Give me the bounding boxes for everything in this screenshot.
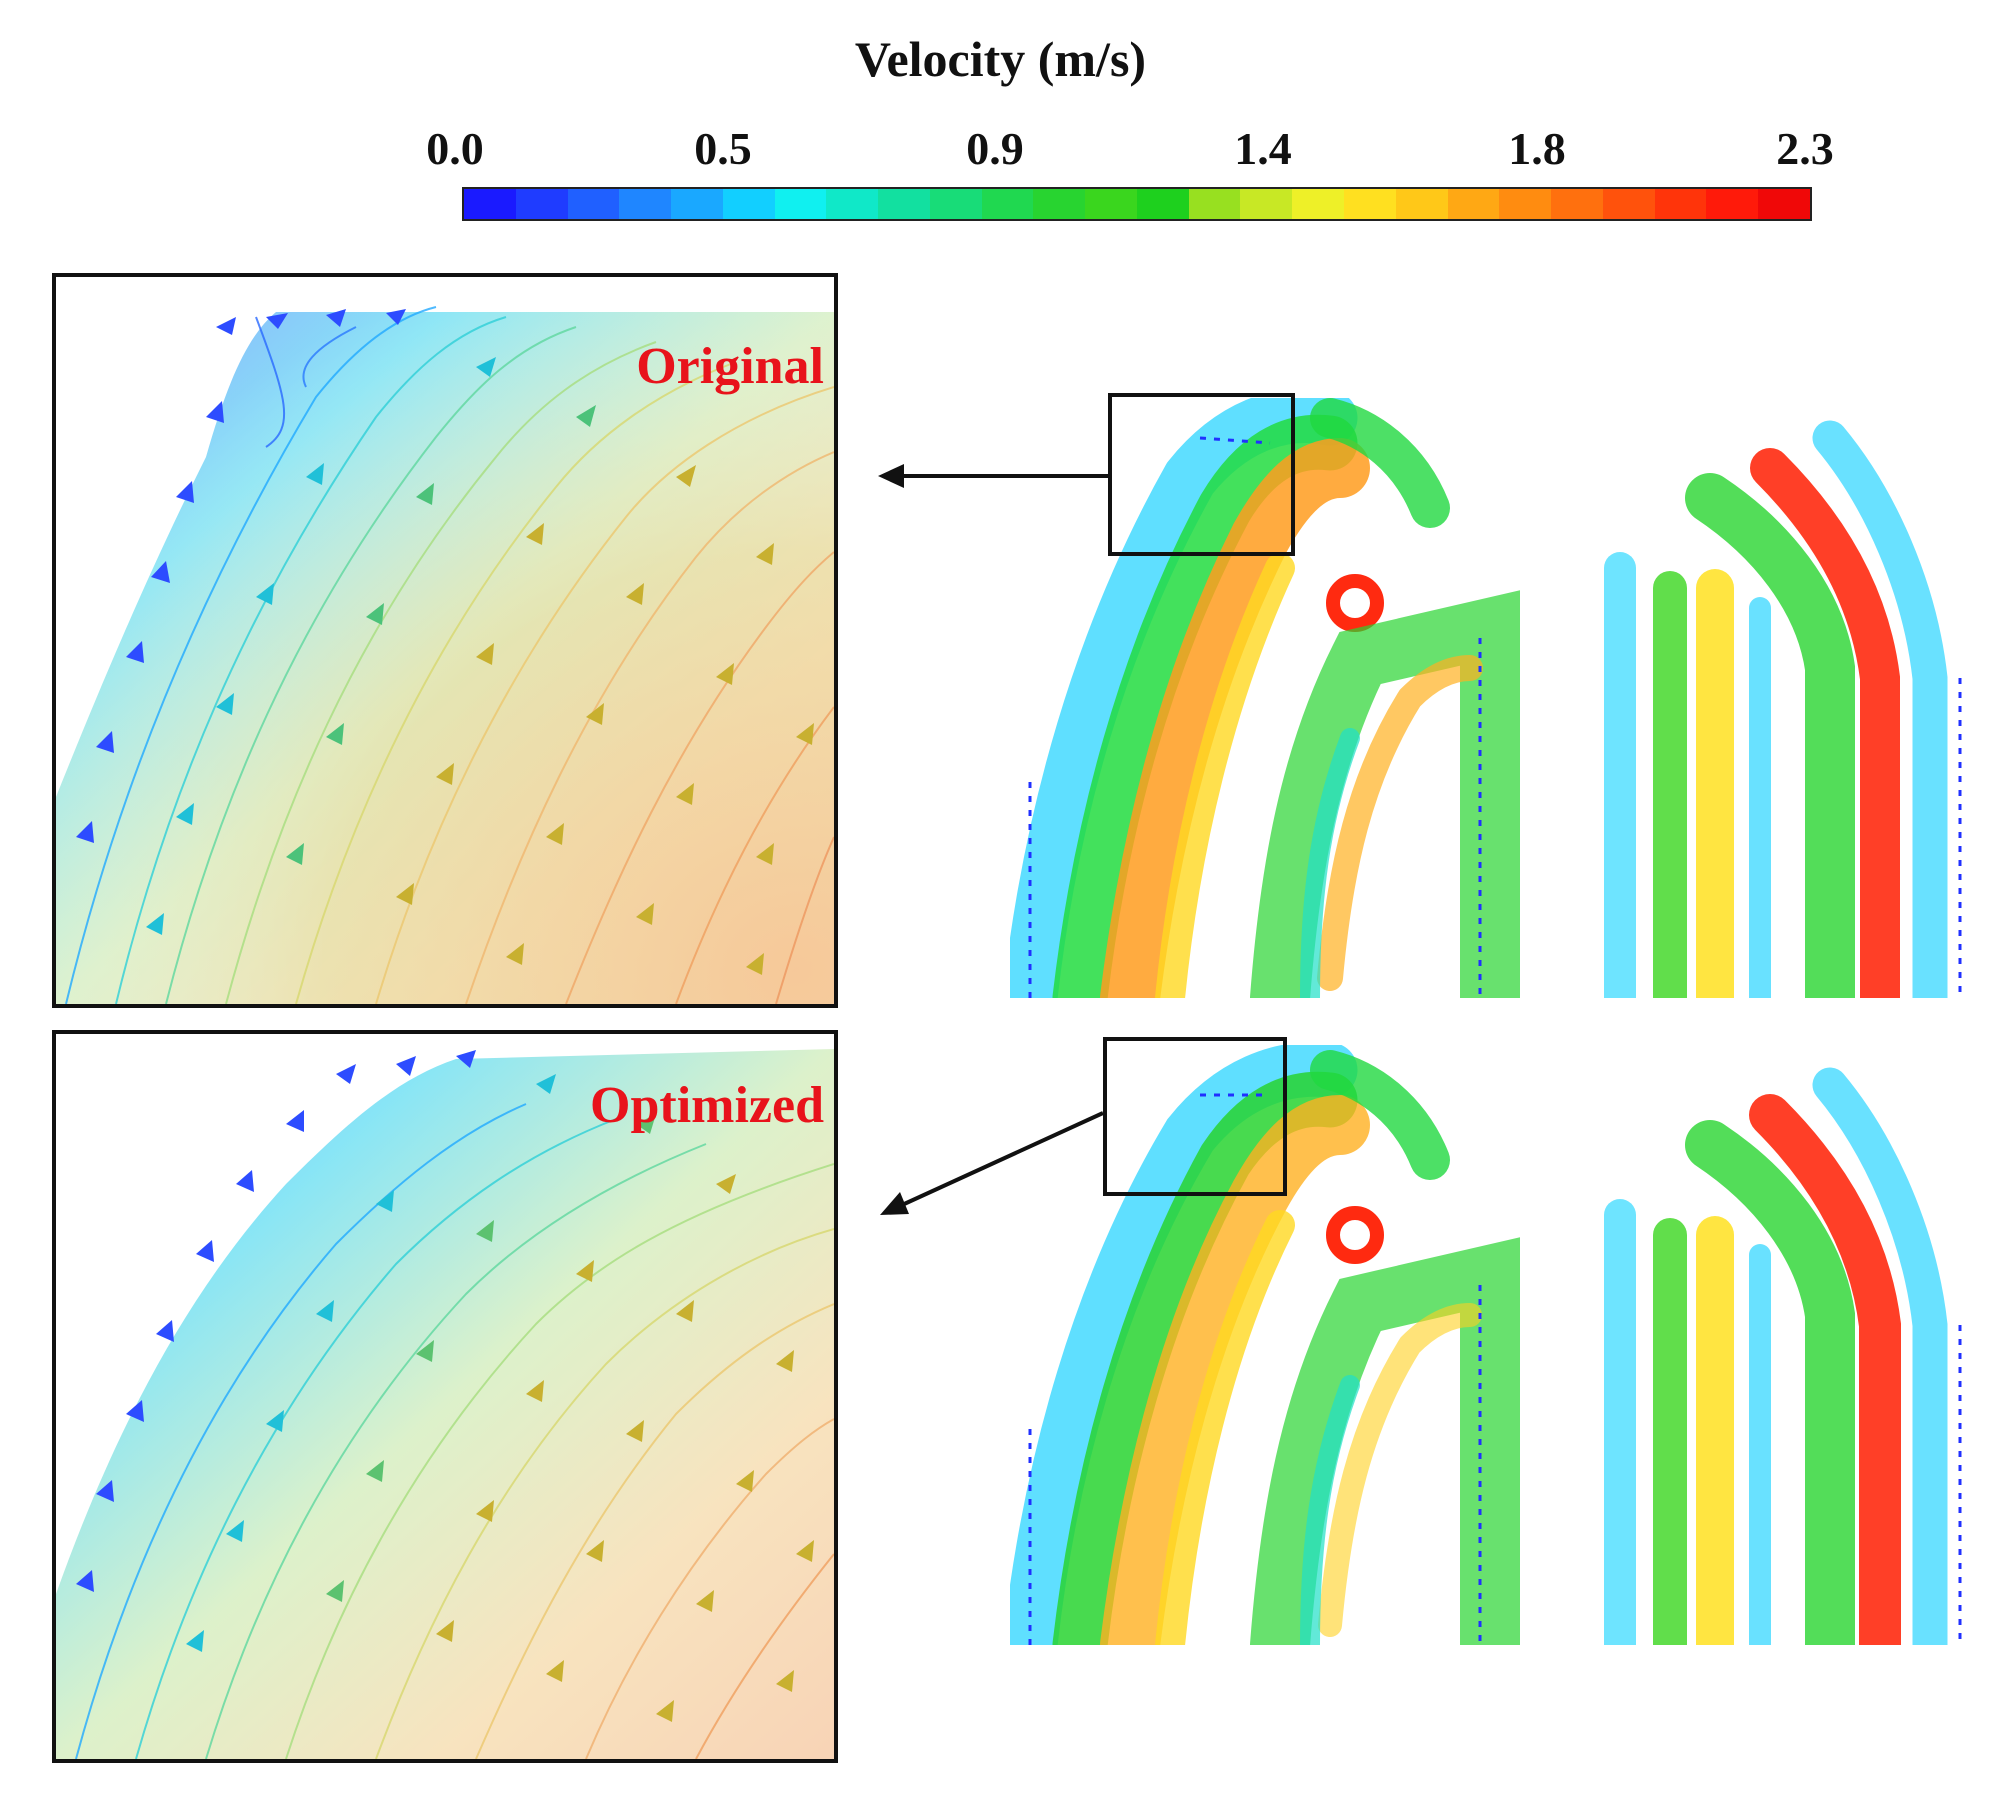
colorbar-tick-5: 2.3 bbox=[1776, 123, 1834, 174]
colorbar-tick-2: 0.9 bbox=[966, 123, 1024, 174]
colorbar-segment bbox=[1136, 189, 1189, 219]
colorbar-segment bbox=[1499, 189, 1552, 219]
colorbar-segment bbox=[567, 189, 620, 219]
zoom-panel-optimized: Optimized bbox=[52, 1030, 838, 1763]
colorbar-segment bbox=[1551, 189, 1603, 219]
colorbar-segment bbox=[1292, 189, 1345, 219]
colorbar-segment bbox=[619, 189, 672, 219]
colorbar-segment bbox=[1188, 189, 1241, 219]
colorbar-segment bbox=[1447, 189, 1500, 219]
colorbar-segment bbox=[1240, 189, 1293, 219]
zoom-streamlines-optimized bbox=[56, 1049, 834, 1759]
colorbar-segment bbox=[1395, 189, 1448, 219]
colorbar-segment bbox=[1033, 189, 1086, 219]
colorbar-segment bbox=[1085, 189, 1137, 219]
zoom-streamlines-original bbox=[56, 306, 834, 1004]
colorbar-segment bbox=[1344, 189, 1396, 219]
colorbar-segment bbox=[671, 189, 723, 219]
colorbar-segment bbox=[1758, 189, 1810, 219]
colorbar-segment bbox=[1654, 189, 1707, 219]
colorbar-segment bbox=[1706, 189, 1759, 219]
colorbar-segment bbox=[981, 189, 1034, 219]
panel-label-original: Original bbox=[636, 338, 824, 395]
panel-label-optimized: Optimized bbox=[590, 1077, 824, 1134]
colorbar-segment bbox=[929, 189, 982, 219]
colorbar-segment bbox=[774, 189, 827, 219]
flow-field-original bbox=[1010, 398, 1970, 998]
colorbar-tick-3: 1.4 bbox=[1234, 123, 1292, 174]
colorbar-segment bbox=[722, 189, 775, 219]
colorbar-tick-4: 1.8 bbox=[1508, 123, 1566, 174]
colorbar-tick-0: 0.0 bbox=[426, 123, 484, 174]
zoom-panel-original: Original bbox=[52, 273, 838, 1008]
velocity-colorbar bbox=[462, 187, 1812, 221]
inset-box-original bbox=[1108, 393, 1295, 556]
flow-field-optimized bbox=[1010, 1045, 1970, 1645]
colorbar-tick-1: 0.5 bbox=[694, 123, 752, 174]
colorbar-title: Velocity (m/s) bbox=[854, 31, 1147, 87]
colorbar-segment bbox=[464, 189, 516, 219]
colorbar-segment bbox=[826, 189, 879, 219]
inset-box-optimized bbox=[1103, 1037, 1287, 1196]
colorbar-segment bbox=[515, 189, 568, 219]
colorbar-segment bbox=[878, 189, 930, 219]
colorbar-segment bbox=[1602, 189, 1655, 219]
